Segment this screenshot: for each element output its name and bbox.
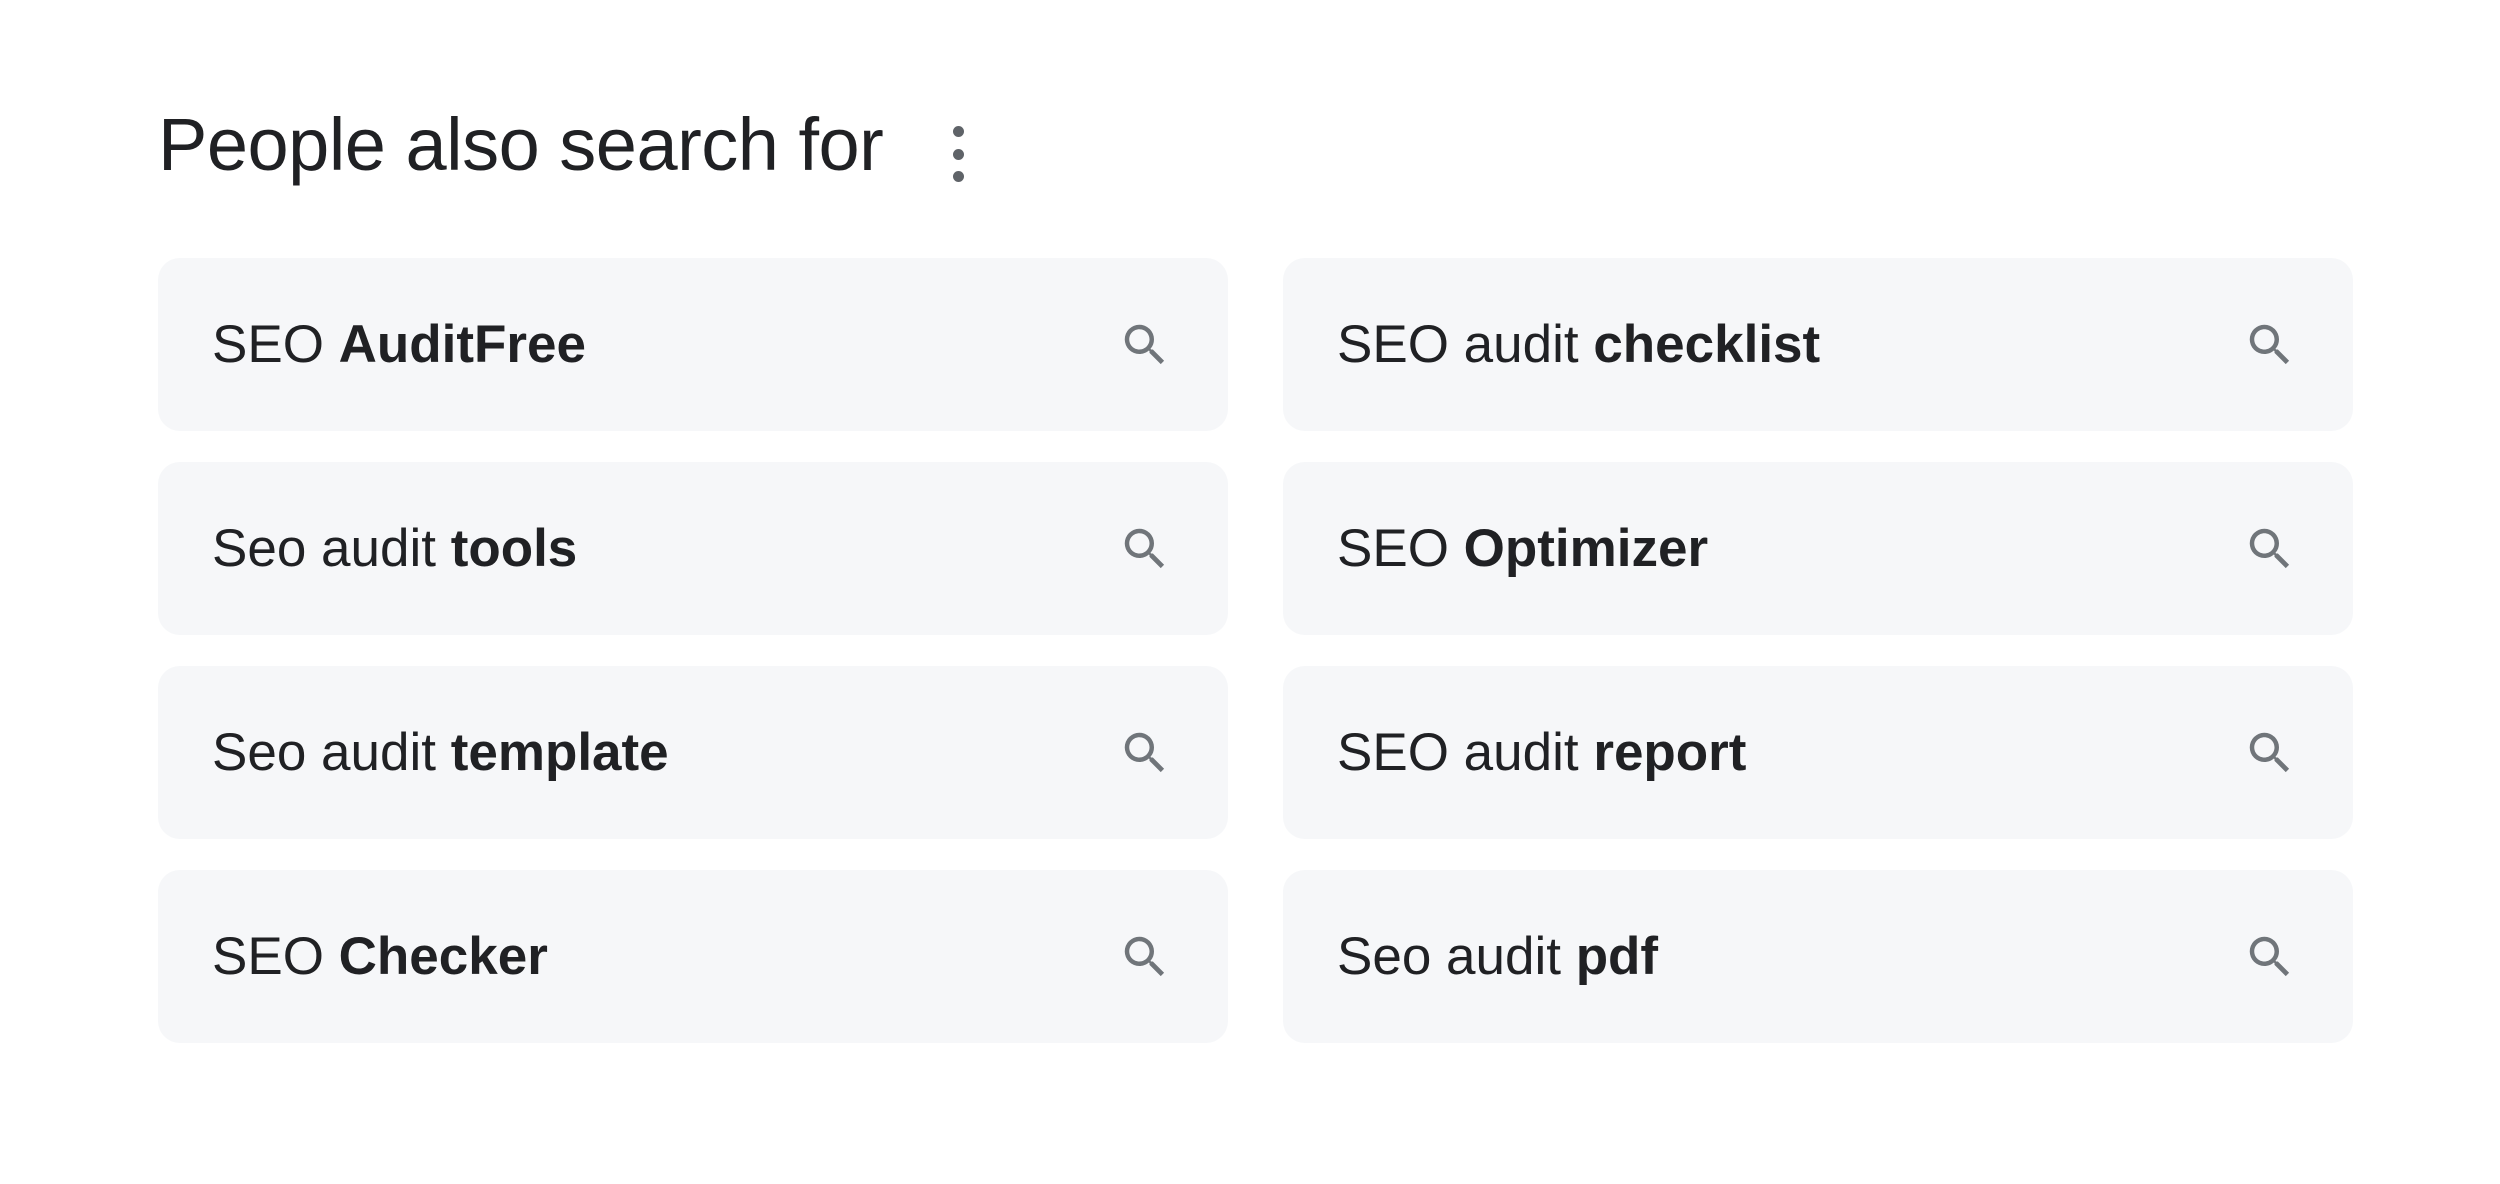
related-search-label: SEO audit report bbox=[1337, 722, 1746, 783]
related-search-label: Seo audit tools bbox=[212, 518, 577, 579]
related-search-label: SEO AuditFree bbox=[212, 314, 586, 375]
related-searches-grid: SEO AuditFree SEO audit checklist Seo audi… bbox=[158, 258, 2353, 1043]
query-prefix: Seo audit bbox=[212, 519, 451, 578]
search-icon bbox=[1124, 732, 1165, 773]
related-search-chip[interactable]: SEO Checker bbox=[158, 870, 1228, 1043]
query-prefix: SEO bbox=[212, 927, 339, 986]
query-prefix: SEO bbox=[212, 315, 339, 374]
related-search-chip[interactable]: SEO AuditFree bbox=[158, 258, 1228, 431]
search-icon bbox=[1124, 936, 1165, 977]
query-prefix: SEO audit bbox=[1337, 315, 1594, 374]
query-suffix-bold: AuditFree bbox=[338, 315, 587, 374]
related-search-chip[interactable]: Seo audit template bbox=[158, 666, 1228, 839]
query-prefix: Seo audit bbox=[1337, 927, 1576, 986]
related-search-chip[interactable]: SEO audit report bbox=[1283, 666, 2353, 839]
search-icon bbox=[1124, 324, 1165, 365]
related-search-chip[interactable]: Seo audit pdf bbox=[1283, 870, 2353, 1043]
query-suffix-bold: checklist bbox=[1593, 315, 1821, 374]
query-suffix-bold: report bbox=[1593, 723, 1747, 782]
related-search-chip[interactable]: SEO Optimizer bbox=[1283, 462, 2353, 635]
query-prefix: Seo audit bbox=[212, 723, 451, 782]
search-icon bbox=[1124, 528, 1165, 569]
search-icon bbox=[2249, 732, 2290, 773]
query-suffix-bold: pdf bbox=[1575, 927, 1659, 986]
search-icon bbox=[2249, 324, 2290, 365]
related-search-label: SEO audit checklist bbox=[1337, 314, 1820, 375]
query-suffix-bold: Optimizer bbox=[1463, 519, 1709, 578]
search-icon bbox=[2249, 528, 2290, 569]
related-search-chip[interactable]: Seo audit tools bbox=[158, 462, 1228, 635]
search-icon bbox=[2249, 936, 2290, 977]
related-search-label: Seo audit pdf bbox=[1337, 926, 1658, 987]
related-search-label: SEO Optimizer bbox=[1337, 518, 1708, 579]
query-suffix-bold: template bbox=[450, 723, 669, 782]
query-suffix-bold: Checker bbox=[338, 927, 548, 986]
query-prefix: SEO bbox=[1337, 519, 1464, 578]
section-title: People also search for bbox=[158, 103, 884, 186]
query-prefix: SEO audit bbox=[1337, 723, 1594, 782]
related-search-chip[interactable]: SEO audit checklist bbox=[1283, 258, 2353, 431]
related-search-label: Seo audit template bbox=[212, 722, 669, 783]
more-options-icon[interactable] bbox=[944, 126, 972, 182]
related-search-label: SEO Checker bbox=[212, 926, 548, 987]
query-suffix-bold: tools bbox=[450, 519, 578, 578]
